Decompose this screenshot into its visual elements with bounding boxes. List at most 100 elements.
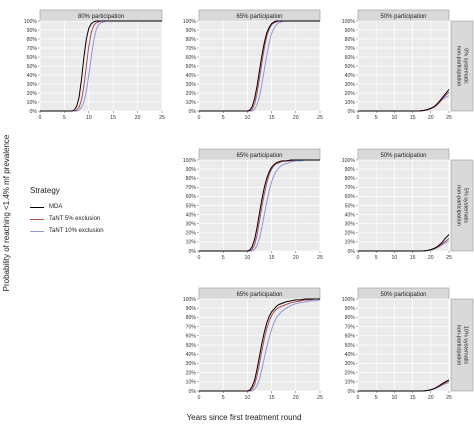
x-tick-label-r0c1-1: 5 xyxy=(222,115,225,121)
y-tick-label-r0c1-6: 60% xyxy=(186,55,197,61)
x-tick-label-r0c2-0: 0 xyxy=(357,115,360,121)
row-strip-line-r2-2: non-participation xyxy=(456,325,462,366)
y-tick-label-r1c1-4: 40% xyxy=(186,212,197,218)
x-axis-title: Years since first treatment round xyxy=(187,413,302,422)
y-tick-label-r0c2-4: 40% xyxy=(345,73,356,79)
y-tick-label-r0c2-10: 100% xyxy=(342,19,356,25)
y-tick-label-r2c2-4: 40% xyxy=(345,352,356,358)
x-tick-label-r2c1-0: 0 xyxy=(198,395,201,401)
x-tick-label-r0c1-5: 25 xyxy=(317,115,323,121)
panel-title-r0c1: 65% participation xyxy=(236,14,282,20)
y-tick-label-r1c2-4: 40% xyxy=(345,212,356,218)
row-strip-r2 xyxy=(450,298,474,392)
y-tick-label-r0c0-5: 50% xyxy=(27,64,38,70)
y-tick-label-r0c2-3: 30% xyxy=(345,82,356,88)
y-tick-label-r1c2-5: 50% xyxy=(345,203,356,209)
x-tick-label-r0c0-1: 5 xyxy=(63,115,66,121)
y-tick-label-r1c1-1: 10% xyxy=(186,240,197,246)
x-tick-label-r1c1-1: 5 xyxy=(222,255,225,261)
y-tick-label-r0c2-6: 60% xyxy=(345,55,356,61)
y-tick-label-r1c1-8: 80% xyxy=(186,176,197,182)
y-tick-label-r0c1-1: 10% xyxy=(186,100,197,106)
x-tick-label-r2c2-2: 10 xyxy=(392,395,398,401)
y-tick-label-r1c2-3: 30% xyxy=(345,222,356,228)
y-tick-label-r0c1-2: 20% xyxy=(186,91,197,97)
y-tick-label-r1c1-9: 90% xyxy=(186,167,197,173)
y-tick-label-r0c0-2: 20% xyxy=(27,91,38,97)
x-tick-label-r1c1-2: 10 xyxy=(245,255,251,261)
y-tick-label-r0c1-0: 0% xyxy=(189,109,197,115)
series-line-mda-r0c1 xyxy=(199,20,320,112)
x-tick-label-r0c1-3: 15 xyxy=(269,115,275,121)
panel-title-r0c2: 50% participation xyxy=(380,14,426,20)
y-tick-label-r2c1-2: 20% xyxy=(186,370,197,376)
y-tick-label-r1c2-10: 100% xyxy=(342,158,356,164)
x-tick-label-r2c2-1: 5 xyxy=(375,395,378,401)
row-strip-line-r0-2: non-participation xyxy=(456,46,462,87)
x-tick-label-r2c1-5: 25 xyxy=(317,395,323,401)
legend-swatch-tant-10 xyxy=(30,230,44,232)
row-strip-line-r1-2: non-participation xyxy=(456,185,462,226)
row-strip-r0 xyxy=(450,20,474,112)
x-tick-label-r2c1-4: 20 xyxy=(293,395,299,401)
x-tick-label-r0c2-1: 5 xyxy=(375,115,378,121)
y-tick-label-r2c1-0: 0% xyxy=(189,389,197,395)
y-tick-label-r1c2-8: 80% xyxy=(345,176,356,182)
y-tick-label-r0c0-1: 10% xyxy=(27,100,38,106)
y-tick-label-r0c1-4: 40% xyxy=(186,73,197,79)
series-line-mda-r2c1 xyxy=(199,298,320,392)
y-axis-title: Probability of reaching <1.4% mf prevale… xyxy=(2,134,11,291)
y-tick-label-r0c2-1: 10% xyxy=(345,100,356,106)
x-tick-label-r0c0-3: 15 xyxy=(110,115,116,121)
y-tick-label-r0c2-5: 50% xyxy=(345,64,356,70)
x-tick-label-r0c0-0: 0 xyxy=(39,115,42,121)
y-tick-label-r1c1-0: 0% xyxy=(189,249,197,255)
y-tick-label-r0c1-7: 70% xyxy=(186,46,197,52)
y-tick-label-r2c1-7: 70% xyxy=(186,324,197,330)
x-tick-label-r0c2-3: 15 xyxy=(410,115,416,121)
y-tick-label-r0c1-9: 90% xyxy=(186,28,197,34)
x-tick-label-r0c0-2: 10 xyxy=(86,115,92,121)
x-tick-label-r1c1-0: 0 xyxy=(198,255,201,261)
x-tick-label-r1c2-4: 20 xyxy=(428,255,434,261)
x-tick-label-r1c2-1: 5 xyxy=(375,255,378,261)
y-tick-label-r2c1-5: 50% xyxy=(186,343,197,349)
panel-title-r2c2: 50% participation xyxy=(380,292,426,298)
legend-swatch-tant-5 xyxy=(30,218,44,220)
y-tick-label-r2c2-9: 90% xyxy=(345,306,356,312)
y-tick-label-r2c1-10: 100% xyxy=(183,297,197,303)
y-tick-label-r0c2-2: 20% xyxy=(345,91,356,97)
series-line-mda-r0c2 xyxy=(358,89,450,112)
series-line-tant-5-exclusion-r2c1 xyxy=(199,298,320,392)
y-tick-label-r0c0-8: 80% xyxy=(27,37,38,43)
x-tick-label-r2c1-3: 15 xyxy=(269,395,275,401)
legend-label-tant-10: TaNT 10% exclusion xyxy=(49,228,104,234)
y-tick-label-r2c2-6: 60% xyxy=(345,334,356,340)
y-tick-label-r2c2-8: 80% xyxy=(345,315,356,321)
series-line-tant-5-exclusion-r1c1 xyxy=(199,159,320,252)
panel-title-r1c1: 65% participation xyxy=(236,153,282,159)
panel-title-r0c0: 80% participation xyxy=(78,14,124,20)
x-tick-label-r1c2-3: 15 xyxy=(410,255,416,261)
row-strip-label-r2: 10% systematicnon-participation xyxy=(456,325,469,366)
series-line-tant-10-exclusion-r1c1 xyxy=(199,159,320,252)
x-tick-label-r0c0-5: 25 xyxy=(159,115,165,121)
y-tick-label-r2c2-3: 30% xyxy=(345,361,356,367)
y-tick-label-r0c0-10: 100% xyxy=(24,19,38,25)
y-tick-label-r0c0-7: 70% xyxy=(27,46,38,52)
y-tick-label-r2c2-7: 70% xyxy=(345,324,356,330)
y-tick-label-r1c1-3: 30% xyxy=(186,222,197,228)
y-tick-label-r0c1-3: 30% xyxy=(186,82,197,88)
series-line-mda-r2c2 xyxy=(358,379,450,392)
x-tick-label-r2c2-5: 25 xyxy=(446,395,452,401)
x-tick-label-r1c1-5: 25 xyxy=(317,255,323,261)
y-tick-label-r0c2-7: 70% xyxy=(345,46,356,52)
y-tick-label-r0c0-9: 90% xyxy=(27,28,38,34)
x-tick-label-r2c2-0: 0 xyxy=(357,395,360,401)
legend-swatch-mda xyxy=(30,206,44,208)
legend-label-tant-5: TaNT 5% exclusion xyxy=(49,216,101,222)
row-strip-line-r0-1: 0% systematic xyxy=(463,48,469,84)
x-tick-label-r2c1-1: 5 xyxy=(222,395,225,401)
y-tick-label-r0c0-4: 40% xyxy=(27,73,38,79)
